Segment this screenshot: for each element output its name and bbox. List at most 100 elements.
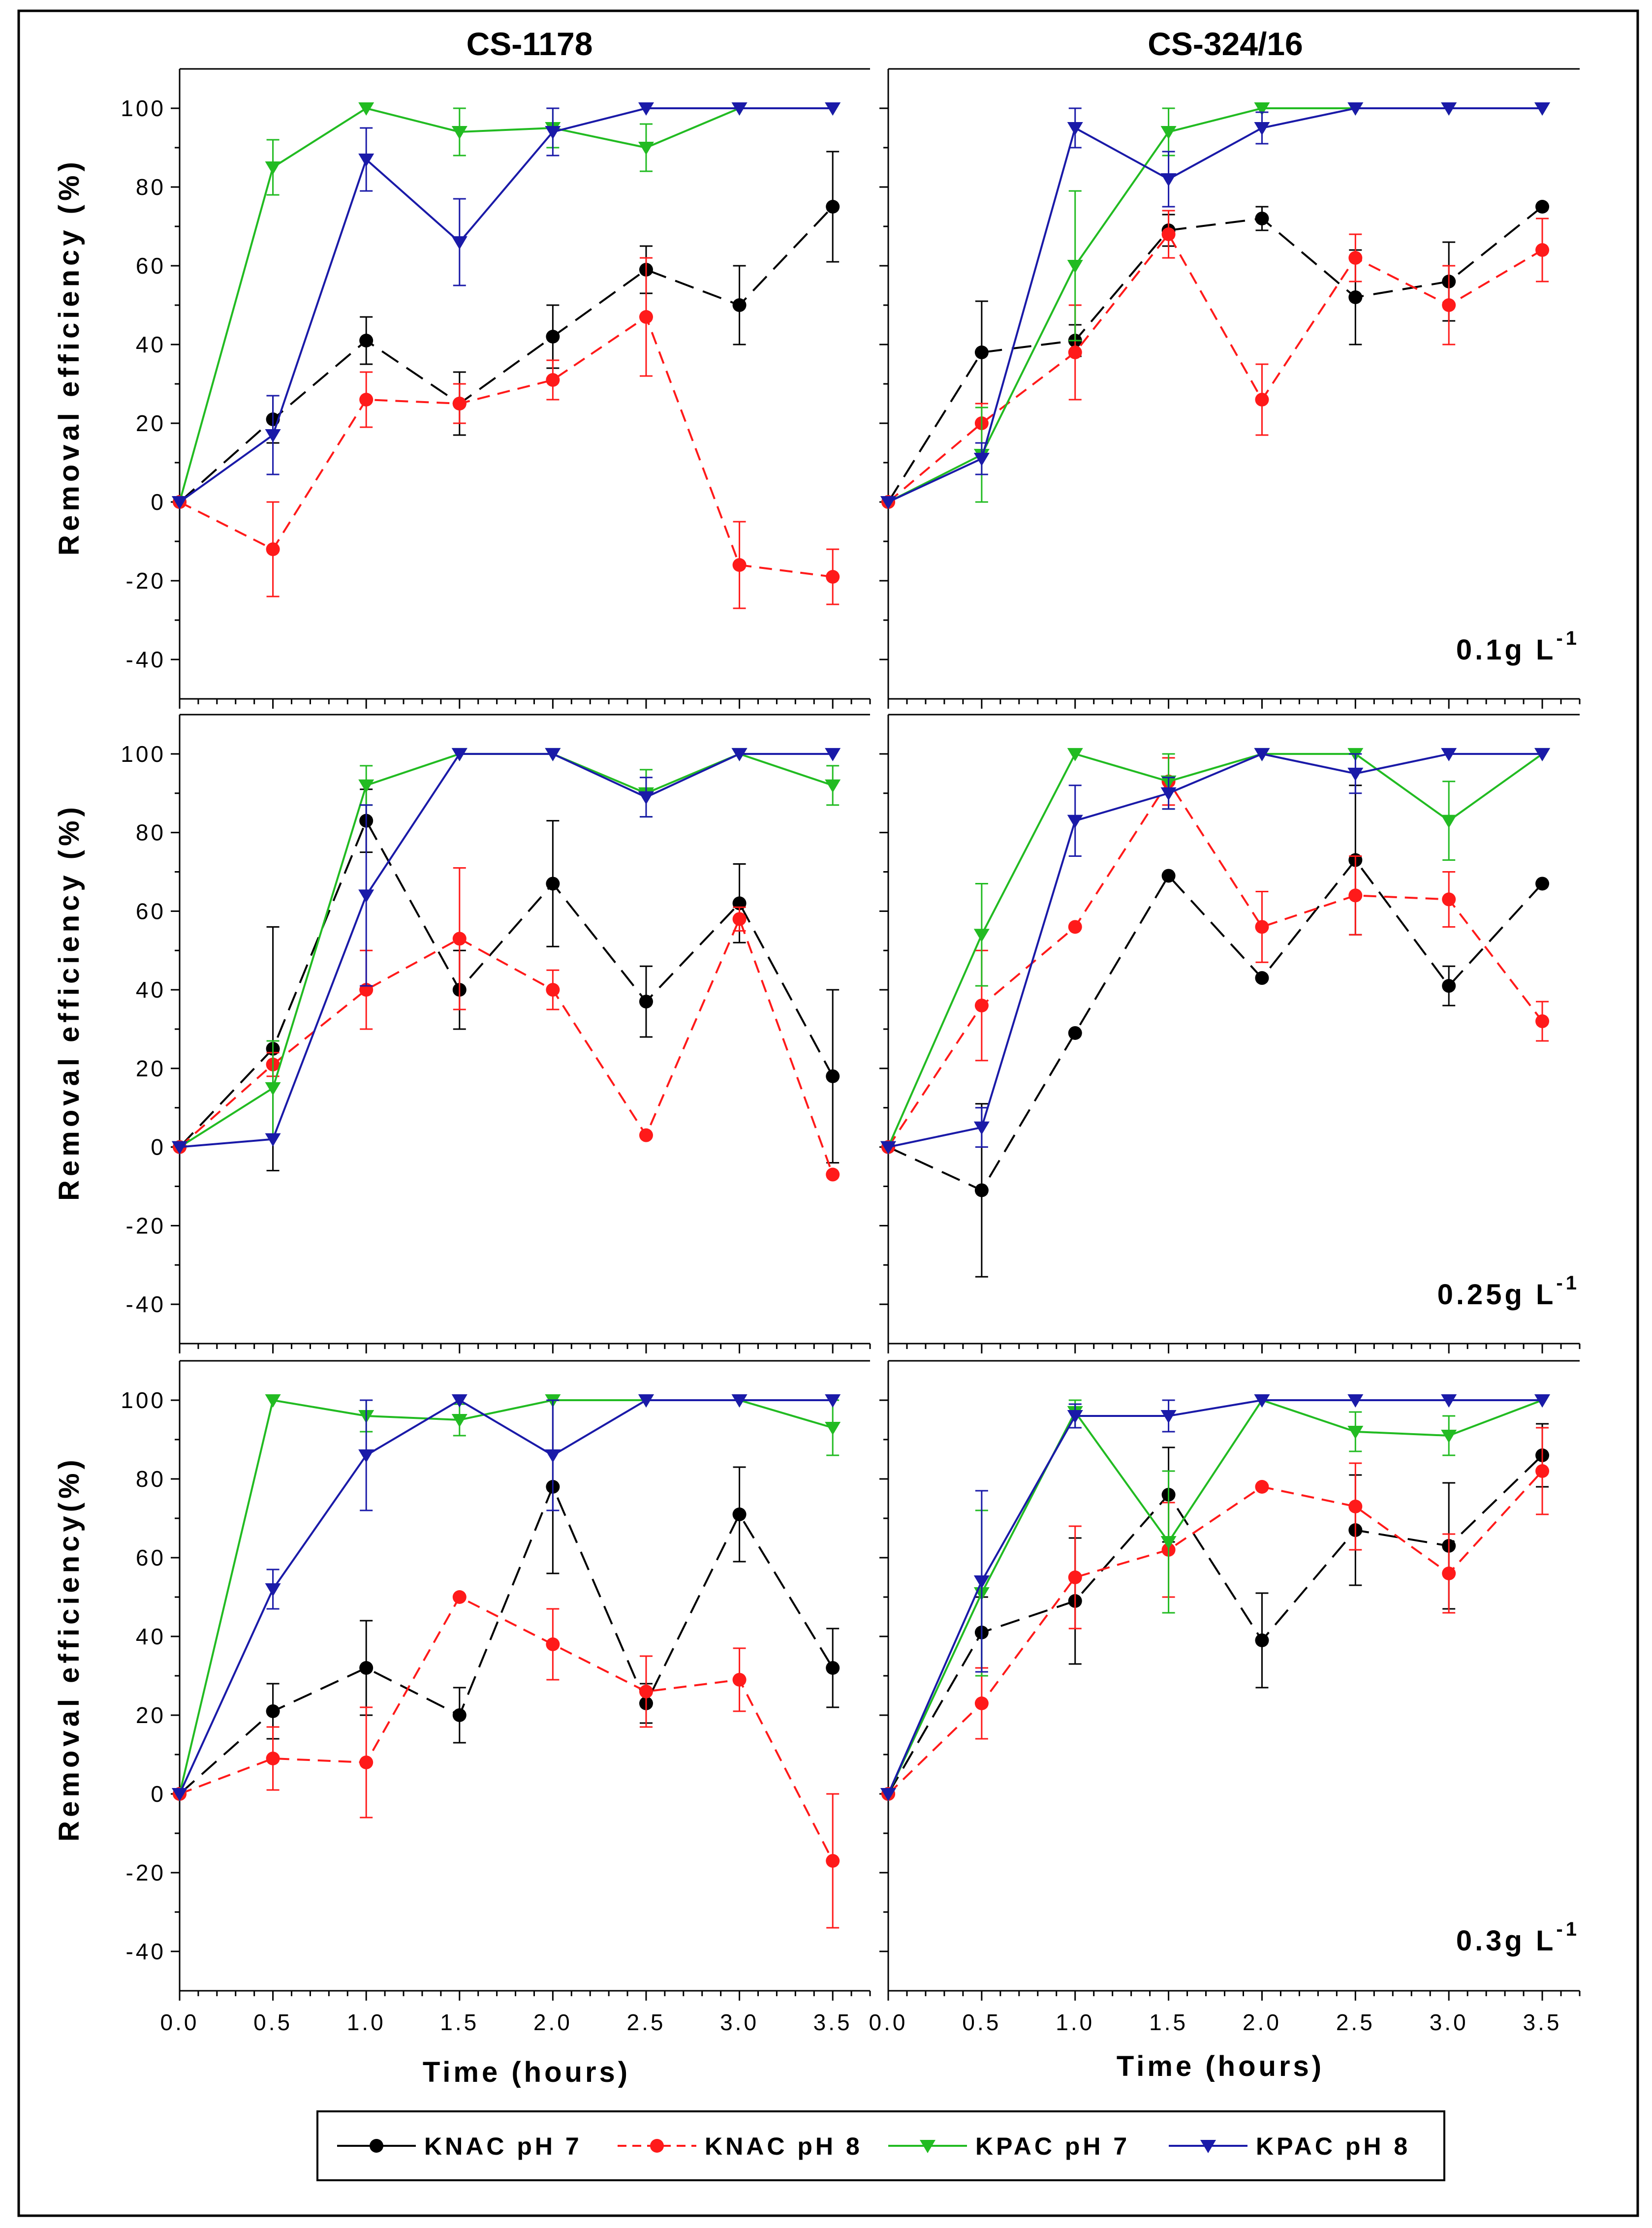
x-tick-label: 2.0 xyxy=(1243,2009,1281,2035)
data-point xyxy=(639,1685,653,1698)
data-point xyxy=(1442,979,1456,993)
x-tick-label: 0.5 xyxy=(962,2009,1001,2035)
y-tick-label: 60 xyxy=(136,1545,166,1570)
data-point xyxy=(638,1394,654,1408)
chart-panel-3: 100 80 60 40 20 0 -20 -40 xyxy=(121,714,871,1353)
data-point xyxy=(825,1422,841,1435)
series-line xyxy=(887,780,1543,1148)
y-tick-label: 40 xyxy=(136,1624,166,1649)
data-point xyxy=(545,1449,561,1463)
x-tick-label: 3.0 xyxy=(1430,2009,1468,2035)
data-point xyxy=(1254,102,1270,116)
data-point xyxy=(1161,869,1176,883)
y-tick-label: 0 xyxy=(151,1781,166,1807)
series-line xyxy=(179,1596,834,1861)
data-point xyxy=(1067,260,1083,273)
data-point xyxy=(1067,122,1083,135)
data-point xyxy=(1442,298,1456,312)
data-point xyxy=(1534,748,1551,761)
data-point xyxy=(266,1752,280,1765)
data-point xyxy=(1067,815,1083,828)
chart-panel-5: 100 80 60 40 20 0 -20 -40 0.0 0.5 1.0 1.5 2.0 2.5 3.0 3… xyxy=(121,1360,871,2035)
data-point xyxy=(1255,393,1269,407)
series-line xyxy=(179,1399,833,1794)
series-line xyxy=(887,753,1543,1148)
data-point xyxy=(1441,102,1457,116)
figure-border xyxy=(17,9,1639,2217)
y-tick-label: -40 xyxy=(126,1939,166,1964)
data-point xyxy=(826,200,840,214)
series-kpac-ph-8 xyxy=(880,748,1551,1155)
legend: KNAC pH 7 KNAC pH 8 KPAC pH 7 KPAC pH 8 xyxy=(316,2110,1445,2181)
data-point xyxy=(172,1141,187,1155)
data-point xyxy=(546,983,560,997)
chart-panels: 100 80 60 40 20 0 -20 -40 100 80 60 40 20 0 -20 -40 100 8… xyxy=(121,68,1581,2035)
data-point xyxy=(825,779,841,793)
data-point xyxy=(1255,1480,1269,1494)
legend-item-knac-ph7: KNAC pH 7 xyxy=(337,2133,582,2160)
x-tick-label: 2.0 xyxy=(533,2009,572,2035)
data-point xyxy=(265,1082,281,1096)
data-point xyxy=(1347,1394,1364,1408)
data-point xyxy=(1441,815,1457,828)
data-point xyxy=(545,748,561,761)
data-point xyxy=(546,1637,560,1651)
legend-item-knac-ph8: KNAC pH 8 xyxy=(618,2133,863,2160)
data-point xyxy=(639,995,653,1009)
data-point xyxy=(172,1788,187,1801)
x-tick-label: 3.5 xyxy=(813,2009,852,2035)
y-tick-label: 80 xyxy=(136,820,166,846)
data-point xyxy=(826,1167,840,1182)
data-point xyxy=(358,889,374,903)
data-point xyxy=(732,1507,747,1521)
data-point xyxy=(546,330,560,344)
data-point xyxy=(1535,1464,1550,1478)
data-point xyxy=(451,236,468,250)
data-point xyxy=(1160,126,1177,139)
series-kpac-ph-8 xyxy=(172,748,841,1155)
y-axis-label-row3: Removal efficiency(%) xyxy=(53,1456,85,1842)
series-line xyxy=(887,232,1543,503)
legend-label-knac-ph8: KNAC pH 8 xyxy=(705,2133,863,2160)
column-title-cs1178: CS-1178 xyxy=(467,26,593,62)
data-point xyxy=(265,429,281,442)
data-point xyxy=(732,912,747,926)
chart-panel-2 xyxy=(879,68,1581,709)
x-tick-label: 0.0 xyxy=(869,2009,908,2035)
data-point xyxy=(731,102,748,116)
data-point xyxy=(826,1854,840,1868)
data-point xyxy=(732,558,747,572)
x-axis-label-left: Time (hours) xyxy=(423,2056,630,2088)
y-tick-label: 20 xyxy=(136,410,166,436)
legend-label-knac-ph7: KNAC pH 7 xyxy=(424,2133,582,2160)
y-tick-label: 80 xyxy=(136,174,166,200)
data-point xyxy=(638,791,654,805)
data-point xyxy=(1348,888,1363,903)
data-point xyxy=(265,1583,281,1597)
y-tick-label: -20 xyxy=(126,568,166,594)
data-point xyxy=(880,1141,896,1155)
data-point xyxy=(359,1661,374,1675)
y-tick-label: 100 xyxy=(121,95,166,121)
y-axis-label-row1: Removal efficiency (%) xyxy=(53,158,85,556)
data-point xyxy=(826,1069,840,1083)
legend-label-kpac-ph7: KPAC pH 7 xyxy=(975,2133,1130,2160)
data-point xyxy=(1441,1394,1457,1408)
series-knac-ph-8 xyxy=(173,257,840,609)
data-point xyxy=(1441,1430,1457,1443)
data-point xyxy=(1535,243,1550,257)
data-point xyxy=(1255,920,1269,934)
y-tick-label: 100 xyxy=(121,741,166,767)
data-point xyxy=(1254,748,1270,761)
dose-label-row2: 0.25g L-1 xyxy=(1437,1272,1580,1311)
series-line xyxy=(887,1470,1543,1795)
data-point xyxy=(1254,1394,1270,1408)
series-line xyxy=(887,1399,1543,1794)
y-tick-label: 80 xyxy=(136,1466,166,1492)
data-point xyxy=(265,1133,281,1147)
data-point xyxy=(452,932,467,946)
y-axis-label-row2: Removal efficiency (%) xyxy=(53,803,85,1201)
data-point xyxy=(265,161,281,175)
y-tick-label: 60 xyxy=(136,253,166,279)
